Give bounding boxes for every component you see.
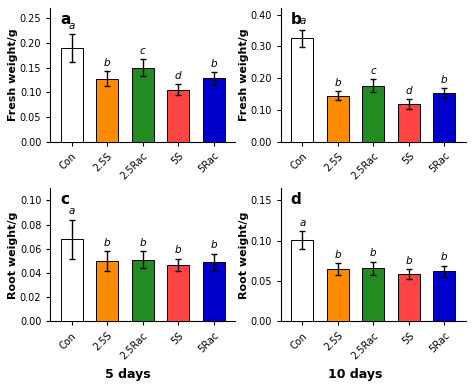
Text: b: b [335,78,341,88]
Bar [203,262,225,321]
Bar [96,261,118,321]
Text: b: b [175,245,182,255]
Bar [433,271,456,321]
Bar [132,260,154,321]
Text: b: b [291,12,301,27]
Y-axis label: Fresh weight/g: Fresh weight/g [239,28,249,121]
Text: b: b [210,59,217,69]
Bar [292,38,313,142]
Text: d: d [291,192,301,207]
Y-axis label: Root weight/g: Root weight/g [9,211,18,298]
Y-axis label: Fresh weight/g: Fresh weight/g [9,28,18,121]
Bar [61,48,82,142]
Bar [362,86,384,142]
Text: d: d [406,86,412,96]
Text: b: b [370,248,377,258]
Text: b: b [210,240,217,250]
Bar [96,79,118,142]
Text: b: b [406,256,412,266]
Bar [327,95,349,142]
Text: b: b [441,75,447,85]
Text: d: d [175,71,182,81]
Bar [398,104,420,142]
Text: b: b [104,238,110,248]
Text: 10 days: 10 days [328,368,383,381]
Text: a: a [299,218,306,228]
Text: c: c [140,46,146,56]
Bar [398,274,420,321]
Text: b: b [104,58,110,68]
Text: 5 days: 5 days [105,368,151,381]
Bar [433,93,456,142]
Text: a: a [299,16,306,26]
Text: a: a [68,206,75,216]
Bar [167,264,189,321]
Text: b: b [139,238,146,248]
Bar [292,240,313,321]
Text: c: c [371,66,376,76]
Text: c: c [61,192,70,207]
Bar [61,239,82,321]
Bar [167,90,189,142]
Bar [203,79,225,142]
Text: b: b [335,250,341,260]
Bar [327,269,349,321]
Text: a: a [60,12,70,27]
Y-axis label: Root weight/g: Root weight/g [239,211,249,298]
Text: b: b [441,253,447,263]
Bar [362,268,384,321]
Text: a: a [68,21,75,31]
Bar [132,67,154,142]
